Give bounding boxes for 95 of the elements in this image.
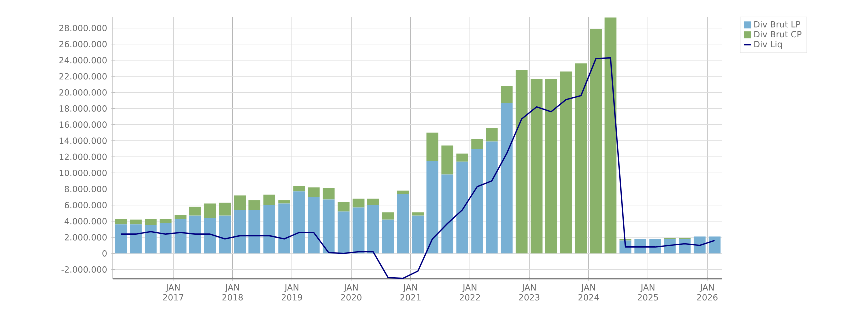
bar	[352, 198, 365, 208]
bar	[664, 239, 676, 254]
bar	[486, 142, 498, 254]
bar	[130, 220, 142, 225]
bar	[338, 202, 350, 212]
bar	[145, 219, 157, 226]
x-tick-label: JAN 2025	[638, 284, 658, 301]
bar	[560, 72, 572, 254]
bar	[650, 239, 662, 254]
bar	[486, 128, 498, 142]
bar	[248, 200, 261, 210]
bar	[426, 132, 439, 162]
y-tick-label: 22.000.000	[60, 73, 107, 80]
bar	[367, 198, 380, 206]
bar	[294, 186, 306, 192]
legend-label: Div Liq	[754, 41, 782, 50]
bar	[322, 188, 335, 200]
y-tick-label: 16.000.000	[60, 122, 107, 128]
bar	[352, 208, 365, 254]
bar	[426, 161, 439, 254]
legend-label: Div Brut LP	[754, 21, 801, 28]
x-tick-label: JAN 2017	[163, 284, 184, 301]
x-tick-label: JAN 2021	[400, 284, 421, 301]
x-tick-label: JAN 2020	[341, 284, 362, 301]
y-tick-label: 2.000.000	[65, 234, 107, 241]
bar	[545, 78, 558, 254]
bar	[322, 200, 335, 254]
x-tick-label: JAN 2019	[282, 284, 302, 301]
bar	[708, 236, 721, 254]
bar	[590, 29, 602, 254]
bar	[189, 206, 202, 216]
bar	[397, 194, 410, 254]
y-tick-label: 8.000.000	[64, 186, 107, 192]
bar	[264, 205, 276, 254]
legend-label: Div Brut CP	[754, 31, 802, 38]
bar	[442, 174, 454, 254]
bar	[442, 146, 454, 175]
y-tick-label: 4.000.000	[64, 218, 107, 225]
bar	[694, 236, 706, 254]
bar	[234, 210, 246, 254]
y-tick-label: 26.000.000	[60, 41, 107, 48]
bar	[679, 239, 691, 254]
bar	[456, 154, 468, 162]
bar	[174, 215, 187, 220]
bar	[294, 192, 306, 254]
y-tick-label: 12.000.000	[60, 154, 107, 160]
bar	[367, 205, 380, 254]
bar	[516, 70, 528, 254]
y-tick-label: 6.000.000	[64, 202, 107, 209]
x-tick-label: JAN 2024	[578, 284, 600, 301]
y-tick-label: 24.000.000	[60, 57, 107, 64]
bar	[248, 210, 261, 254]
bar	[130, 224, 142, 254]
y-tick-label: 10.000.000	[60, 170, 107, 176]
bar	[500, 103, 513, 254]
bar	[160, 219, 172, 224]
bar	[308, 197, 320, 254]
y-tick-label: -2.000.000	[62, 266, 107, 273]
x-tick-label: JAN 2026	[697, 284, 718, 301]
x-tick-label: JAN 2018	[222, 284, 244, 301]
bar	[116, 219, 128, 225]
y-tick-label: 14.000.000	[60, 138, 107, 144]
bar	[160, 223, 172, 254]
bar	[278, 204, 290, 254]
bar	[278, 200, 290, 204]
bar	[397, 190, 410, 194]
bar	[382, 212, 394, 220]
bar	[234, 196, 246, 210]
bar	[174, 219, 187, 254]
bar	[219, 202, 232, 216]
x-tick-label: JAN 2023	[519, 284, 540, 301]
bar	[472, 149, 484, 254]
x-tick-label: JAN 2022	[460, 284, 480, 301]
y-tick-label: 18.000.000	[60, 106, 107, 112]
bar	[338, 212, 350, 254]
bar	[264, 194, 276, 206]
bar	[308, 188, 320, 198]
bar	[604, 18, 617, 254]
bar	[204, 218, 216, 254]
y-tick-label: 28.000.000	[60, 25, 107, 32]
bar	[189, 216, 202, 254]
bar	[145, 225, 157, 254]
bar	[204, 204, 216, 218]
bar	[116, 224, 128, 254]
bar	[575, 64, 588, 254]
y-tick-label: 0	[102, 250, 107, 257]
y-tick-label: 20.000.000	[60, 89, 107, 96]
bar	[456, 162, 468, 254]
bar	[530, 78, 543, 254]
bar	[472, 139, 484, 150]
bar	[412, 212, 424, 216]
bar	[219, 216, 232, 254]
bar	[500, 86, 513, 104]
bar	[382, 220, 394, 254]
bar	[412, 216, 424, 254]
